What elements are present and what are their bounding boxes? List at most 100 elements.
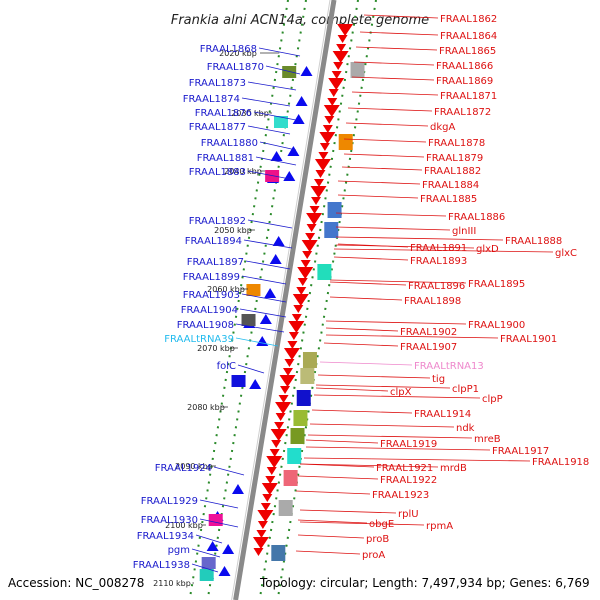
right-gene-label[interactable]: FRAAL1917	[492, 446, 549, 457]
left-gene-label[interactable]: FRAAL1874	[183, 94, 240, 105]
right-gene-label[interactable]: FRAAL1918	[532, 457, 589, 468]
left-gene-label[interactable]: FRAAL1924	[155, 463, 212, 474]
right-gene-label[interactable]: FRAAL1919	[380, 439, 437, 450]
left-gene-mark	[206, 541, 219, 551]
right-gene-label[interactable]: FRAAL1888	[505, 236, 562, 247]
right-gene-label[interactable]: FRAAL1872	[434, 107, 491, 118]
kbp-tick-label: 2060 kbp	[207, 285, 245, 294]
right-gene-label[interactable]: FRAALtRNA13	[414, 361, 484, 372]
right-gene-label[interactable]: FRAAL1901	[500, 334, 557, 345]
right-gene-label[interactable]: FRAAL1864	[440, 31, 497, 42]
right-gene-mark	[257, 521, 268, 529]
right-leader-line	[325, 320, 467, 325]
left-gene-label[interactable]: FRAAL1899	[183, 272, 240, 283]
right-gene-label[interactable]: FRAAL1898	[404, 296, 461, 307]
kbp-tick-label: 2110 kbp	[153, 579, 191, 588]
left-gene-label[interactable]: FRAAL1880	[201, 138, 258, 149]
right-gene-label[interactable]: FRAAL1884	[422, 180, 479, 191]
right-gene-label[interactable]: clpX	[390, 387, 412, 398]
right-gene-block	[296, 390, 311, 406]
right-leader-line	[295, 490, 371, 495]
genome-backbone	[233, 0, 337, 600]
right-gene-label[interactable]: FRAAL1895	[468, 279, 525, 290]
right-leader-line	[303, 457, 531, 462]
right-gene-label[interactable]: mrdB	[440, 463, 467, 474]
right-gene-label[interactable]: FRAAL1878	[428, 138, 485, 149]
left-gene-block	[199, 569, 214, 581]
left-leader-line	[253, 111, 297, 121]
right-gene-label[interactable]: rplU	[398, 509, 419, 520]
right-leader-line	[295, 550, 361, 555]
right-gene-label[interactable]: FRAAL1922	[380, 475, 437, 486]
right-gene-label[interactable]: FRAAL1871	[440, 91, 497, 102]
right-gene-label[interactable]: glnIII	[452, 226, 476, 237]
right-gene-label[interactable]: clpP	[482, 394, 503, 405]
left-gene-label[interactable]: FRAAL1930	[141, 515, 198, 526]
left-gene-label[interactable]: pgm	[168, 545, 190, 556]
right-leader-line	[355, 46, 438, 51]
right-gene-mark	[291, 314, 302, 322]
right-gene-label[interactable]: dkgA	[430, 122, 455, 133]
left-leader-line	[199, 518, 239, 528]
right-gene-label[interactable]: FRAAL1869	[436, 76, 493, 87]
left-gene-label[interactable]: FRAAL1881	[197, 153, 254, 164]
right-gene-label[interactable]: FRAAL1896	[408, 281, 465, 292]
right-gene-label[interactable]: FRAAL1891	[410, 243, 467, 254]
right-gene-mark	[271, 440, 282, 448]
right-gene-label[interactable]: mreB	[474, 434, 501, 445]
left-gene-label[interactable]: FRAAL1873	[189, 78, 246, 89]
right-gene-block	[300, 368, 315, 384]
left-gene-label[interactable]: FRAAL1870	[207, 62, 264, 73]
left-gene-label[interactable]: FRAAL1883	[189, 167, 246, 178]
right-gene-label[interactable]: FRAAL1907	[400, 342, 457, 353]
left-gene-label[interactable]: FRAAL1938	[133, 560, 190, 571]
right-gene-mark	[324, 116, 335, 124]
right-leader-line	[329, 279, 467, 284]
right-gene-mark	[260, 503, 271, 511]
right-gene-label[interactable]: FRAAL1921	[376, 463, 433, 474]
right-gene-label[interactable]: FRAAL1886	[448, 212, 505, 223]
right-gene-label[interactable]: obgE	[369, 519, 394, 530]
right-gene-label[interactable]: FRAAL1900	[468, 320, 525, 331]
right-gene-label[interactable]: clpP1	[452, 384, 479, 395]
left-gene-mark	[283, 171, 296, 181]
left-gene-label[interactable]: FRAAL1877	[189, 122, 246, 133]
right-gene-label[interactable]: FRAAL1879	[426, 153, 483, 164]
right-gene-label[interactable]: FRAAL1923	[372, 490, 429, 501]
left-gene-label[interactable]: FRAAL1904	[181, 305, 238, 316]
right-leader-line	[297, 519, 368, 524]
left-gene-label[interactable]: FRAAL1903	[183, 290, 240, 301]
right-gene-label[interactable]: tig	[432, 374, 445, 385]
kbp-scale: 2020 kbp 2030 kbp 2040 kbp 2050 kbp 2060 kbp…	[153, 49, 280, 588]
right-gene-mark	[301, 240, 318, 252]
right-gene-label[interactable]: FRAAL1893	[410, 256, 467, 267]
left-gene-label[interactable]: FRAAL1894	[185, 236, 242, 247]
right-gene-mark	[297, 267, 314, 279]
left-gene-label[interactable]: folC	[217, 361, 236, 372]
right-gene-label[interactable]: glxC	[555, 248, 577, 259]
right-gene-label[interactable]: FRAAL1914	[414, 409, 471, 420]
left-gene-label[interactable]: FRAAL1929	[141, 496, 198, 507]
left-gene-label[interactable]: FRAAL1908	[177, 320, 234, 331]
right-gene-label[interactable]: proB	[366, 534, 389, 545]
right-gene-label[interactable]: FRAAL1866	[436, 61, 493, 72]
right-gene-label[interactable]: rpmA	[426, 521, 453, 532]
left-gene-label[interactable]: FRAALtRNA39	[164, 334, 234, 345]
right-gene-mark	[253, 548, 264, 556]
right-gene-label[interactable]: FRAAL1865	[439, 46, 496, 57]
right-gene-label[interactable]: glxD	[476, 244, 499, 255]
right-leader-line	[325, 334, 499, 339]
right-gene-label[interactable]: FRAAL1885	[420, 194, 477, 205]
left-gene-label[interactable]: FRAAL1897	[187, 257, 244, 268]
right-gene-label[interactable]: FRAAL1862	[440, 14, 497, 25]
left-gene-label[interactable]: FRAAL1892	[189, 216, 246, 227]
right-gene-mark	[284, 359, 295, 367]
left-gene-label[interactable]: FRAAL1868	[200, 44, 257, 55]
right-gene-label[interactable]: ndk	[456, 423, 475, 434]
right-gene-label[interactable]: FRAAL1882	[424, 166, 481, 177]
right-gene-mark	[293, 305, 304, 313]
left-gene-label[interactable]: FRAAL1876	[195, 108, 252, 119]
right-gene-label[interactable]: FRAAL1902	[400, 327, 457, 338]
right-gene-label[interactable]: proA	[362, 550, 385, 561]
left-gene-label[interactable]: FRAAL1934	[137, 531, 194, 542]
